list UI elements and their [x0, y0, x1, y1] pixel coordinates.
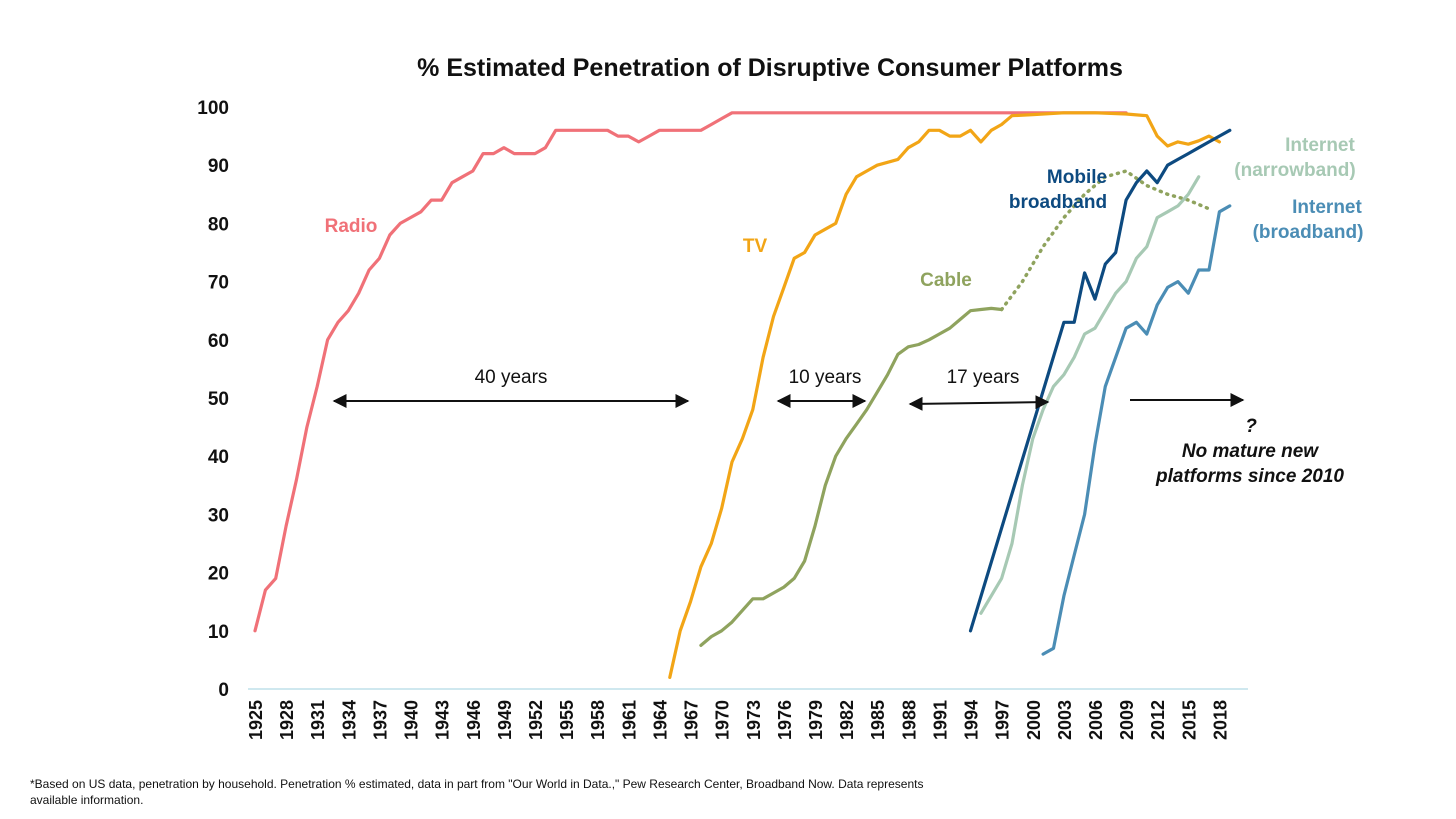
- note-line-2: platforms since 2010: [1155, 466, 1344, 487]
- question-mark: ?: [1245, 416, 1257, 437]
- x-tick-label: 1988: [899, 700, 919, 740]
- span-10-years: 10 years: [789, 367, 862, 388]
- x-tick-label: 2012: [1148, 700, 1168, 740]
- x-tick-label: 2006: [1086, 700, 1106, 740]
- x-tick-label: 1970: [713, 700, 733, 740]
- series-line-mobile-broadband: [968, 128, 1232, 633]
- y-tick-label: 70: [208, 273, 229, 294]
- label-mobile-1: Mobile: [1047, 167, 1107, 188]
- y-tick-label: 50: [208, 389, 229, 410]
- x-tick-label: 1994: [962, 700, 982, 740]
- x-tick-label: 1982: [837, 700, 857, 740]
- series-line-tv: [668, 111, 1222, 680]
- x-tick-label: 1976: [775, 700, 795, 740]
- x-tick-label: 2015: [1179, 700, 1199, 740]
- series-line-radio: [253, 111, 1128, 633]
- y-tick-label: 60: [208, 331, 229, 352]
- y-tick-label: 90: [208, 156, 229, 177]
- x-tick-label: 1925: [246, 700, 266, 740]
- x-tick-label: 1931: [308, 700, 328, 740]
- x-tick-label: 1928: [277, 700, 297, 740]
- span-17-years: 17 years: [947, 367, 1020, 388]
- chart: % Estimated Penetration of Disruptive Co…: [197, 54, 1364, 740]
- x-tick-label: 1985: [868, 700, 888, 740]
- label-cable: Cable: [920, 270, 972, 291]
- label-mobile-2: broadband: [1009, 192, 1107, 213]
- span-40-years: 40 years: [475, 367, 548, 388]
- x-tick-label: 1991: [930, 700, 950, 740]
- x-tick-label: 1934: [339, 700, 359, 740]
- x-tick-label: 1937: [370, 700, 390, 740]
- y-tick-label: 10: [208, 622, 229, 643]
- x-axis: 1925 1928 1931 1934 1937 1940 1943 1946 1949 1952…: [246, 688, 1248, 740]
- series-line-cable: [699, 306, 1004, 648]
- x-tick-label: 1949: [495, 700, 515, 740]
- y-tick-label: 30: [208, 505, 229, 526]
- x-tick-label: 1955: [557, 700, 577, 740]
- x-tick-label: 1952: [526, 700, 546, 740]
- chart-title: % Estimated Penetration of Disruptive Co…: [417, 54, 1123, 82]
- x-tick-label: 2003: [1055, 700, 1075, 740]
- y-tick-label: 0: [218, 680, 229, 701]
- note-line-1: No mature new: [1182, 441, 1319, 462]
- x-tick-label: 1979: [806, 700, 826, 740]
- x-tick-label: 2018: [1210, 700, 1230, 740]
- x-tick-label: 1973: [744, 700, 764, 740]
- x-tick-label: 2000: [1024, 700, 1044, 740]
- label-broad-1: Internet: [1292, 197, 1362, 218]
- y-tick-label: 40: [208, 447, 229, 468]
- series-line-internet-narrowband: [979, 175, 1201, 615]
- series-line-internet-broadband: [1041, 204, 1232, 656]
- arrow-17-years: [908, 395, 1050, 411]
- series-line-cable-dotted: [999, 169, 1211, 312]
- x-tick-label: 1943: [433, 700, 453, 740]
- x-tick-label: 1997: [993, 700, 1013, 740]
- label-tv: TV: [743, 236, 768, 257]
- label-narrow-2: (narrowband): [1234, 160, 1355, 181]
- x-tick-label: 1940: [402, 700, 422, 740]
- series-layer: [253, 111, 1232, 680]
- x-tick-label: 2009: [1117, 700, 1137, 740]
- x-tick-label: 1964: [650, 700, 670, 740]
- label-broad-2: (broadband): [1253, 222, 1364, 243]
- x-tick-label: 1958: [588, 700, 608, 740]
- x-tick-label: 1946: [464, 700, 484, 740]
- x-tick-label: 1961: [619, 700, 639, 740]
- x-tick-label: 1967: [682, 700, 702, 740]
- label-radio: Radio: [325, 216, 378, 237]
- footnote: *Based on US data, penetration by househ…: [30, 777, 924, 807]
- y-tick-label: 80: [208, 214, 229, 235]
- label-narrow-1: Internet: [1285, 135, 1355, 156]
- y-tick-label: 20: [208, 564, 229, 585]
- y-axis: 0 10 20 30 40 50 60 70 80 90 100: [197, 98, 229, 701]
- y-tick-label: 100: [197, 98, 229, 119]
